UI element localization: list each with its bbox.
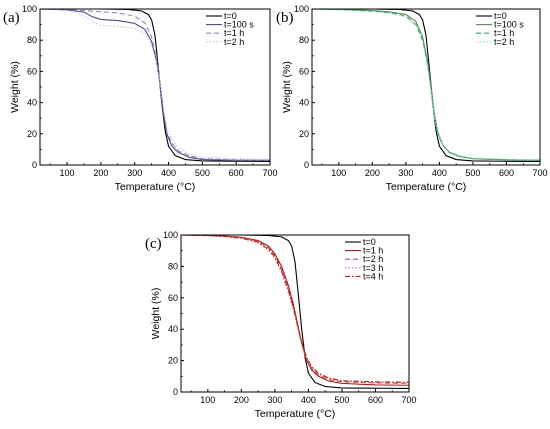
y-tick-label: 60 [168,293,178,303]
x-tick-label: 500 [195,168,210,178]
legend-entry-label: t=2 h [363,254,383,264]
series-group [312,9,540,162]
x-axis-title: Temperature (°C) [386,181,467,193]
x-tick-label: 600 [229,168,244,178]
y-tick-label: 60 [299,66,309,76]
x-axis-title: Temperature (°C) [255,408,336,420]
y-tick-label: 80 [168,261,178,271]
legend-entry-label: t=4 h [363,271,383,281]
x-tick-label: 200 [93,168,108,178]
y-tick-label: 40 [27,98,37,108]
legend-entry-label: t=100 s [224,20,254,30]
x-tick-label: 400 [161,168,176,178]
x-tick-label: 500 [334,395,349,405]
y-tick-label: 0 [304,160,309,170]
legend: t=0t=1 ht=2 ht=3 ht=4 h [345,237,383,281]
series-line-1 [181,235,409,389]
x-tick-label: 700 [262,168,277,178]
series-line-3 [40,9,270,161]
legend-entry-label: t=0 [494,11,507,21]
series-line-4 [312,9,540,161]
y-tick-label: 20 [27,129,37,139]
chart-panel-1: 100 200 300 400 500 600 700 0 20 40 60 80 100 Tempera… [3,4,278,193]
legend-entry-label: t=3 h [363,263,383,273]
panel-label: (c) [145,236,162,252]
series-line-5 [181,235,409,383]
y-tick-label: 80 [27,35,37,45]
y-tick-label: 60 [27,66,37,76]
panel-label: (b) [276,10,294,26]
y-tick-label: 20 [299,129,309,139]
legend-entry-label: t=0 [363,237,376,247]
legend-entry-label: t=2 h [494,37,514,47]
legend-entry-label: t=1 h [363,246,383,256]
x-tick-label: 700 [401,395,416,405]
x-tick-label: 600 [499,168,514,178]
y-tick-label: 100 [22,4,37,14]
chart-panel-2: 100 200 300 400 500 600 700 0 20 40 60 80 100 Tempera… [276,4,548,193]
series-group [181,235,409,389]
legend: t=0t=100 st=1 ht=2 h [476,11,524,47]
legend-entry-label: t=2 h [224,37,244,47]
x-tick-label: 100 [200,395,215,405]
x-tick-label: 700 [532,168,547,178]
series-line-3 [312,9,540,161]
series-line-4 [40,9,270,160]
x-tick-label: 100 [331,168,346,178]
x-tick-label: 200 [365,168,380,178]
series-group [40,9,270,162]
legend-entry-label: t=1 h [494,28,514,38]
x-tick-label: 200 [234,395,249,405]
y-tick-label: 20 [168,356,178,366]
chart-panel-3: 100 200 300 400 500 600 700 0 20 40 60 80 100 Tempera… [145,230,417,420]
y-tick-label: 100 [163,230,178,240]
legend: t=0t=100 st=1 ht=2 h [206,11,254,47]
x-tick-label: 500 [465,168,480,178]
x-tick-label: 400 [432,168,447,178]
panel-label: (a) [3,10,20,26]
x-tick-label: 100 [60,168,75,178]
y-tick-label: 40 [299,98,309,108]
x-tick-label: 300 [127,168,142,178]
legend-entry-label: t=1 h [224,28,244,38]
y-tick-label: 40 [168,324,178,334]
legend-entry-label: t=0 [224,11,237,21]
x-tick-label: 300 [267,395,282,405]
x-tick-label: 600 [368,395,383,405]
y-axis-title: Weight (%) [150,288,162,340]
y-tick-label: 100 [294,4,309,14]
y-axis-title: Weight (%) [281,61,293,113]
y-tick-label: 0 [32,160,37,170]
y-tick-label: 80 [299,35,309,45]
y-tick-label: 0 [173,387,178,397]
y-axis-title: Weight (%) [9,61,21,113]
legend-entry-label: t=100 s [494,20,524,30]
x-axis-title: Temperature (°C) [115,181,196,193]
x-tick-label: 300 [398,168,413,178]
x-tick-label: 400 [301,395,316,405]
